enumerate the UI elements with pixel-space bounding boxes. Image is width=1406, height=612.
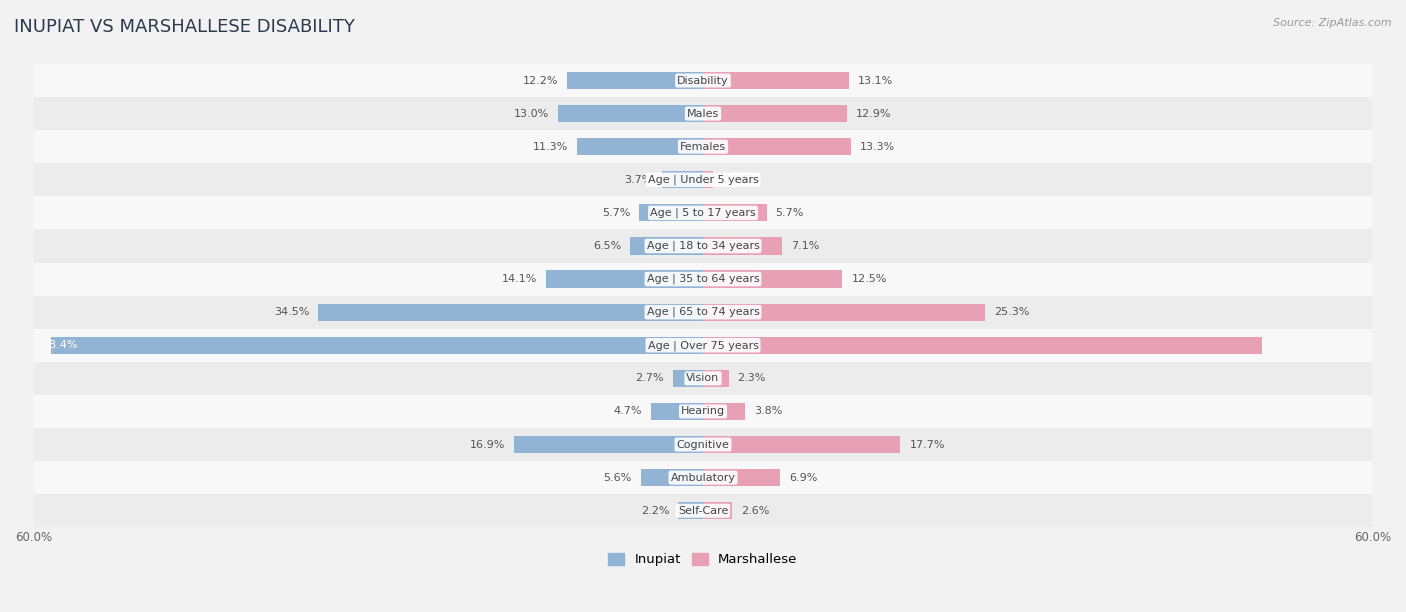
Text: 6.9%: 6.9% [789,472,817,483]
Bar [673,370,703,387]
Bar [34,196,1372,230]
Bar [703,469,780,487]
Bar [703,370,728,387]
Bar [703,138,852,155]
Bar [34,64,1372,97]
Bar [558,105,703,122]
Text: Age | 65 to 74 years: Age | 65 to 74 years [647,307,759,318]
Bar [546,271,703,288]
Bar [651,403,703,420]
Text: 4.7%: 4.7% [613,406,641,416]
Bar [703,204,766,222]
Text: Source: ZipAtlas.com: Source: ZipAtlas.com [1274,18,1392,28]
Bar [34,329,1372,362]
Bar [34,97,1372,130]
Text: 13.1%: 13.1% [858,75,893,86]
Bar [34,428,1372,461]
Bar [34,230,1372,263]
Text: 6.5%: 6.5% [593,241,621,251]
Text: 12.5%: 12.5% [852,274,887,284]
Bar [640,204,703,222]
Bar [52,337,703,354]
Text: 5.7%: 5.7% [602,208,630,218]
Bar [662,171,703,188]
Bar [703,72,849,89]
Bar [679,502,703,520]
Bar [703,105,846,122]
Text: 14.1%: 14.1% [502,274,537,284]
Text: 17.7%: 17.7% [910,439,945,450]
Text: Hearing: Hearing [681,406,725,416]
Bar [318,304,703,321]
Text: 25.3%: 25.3% [994,307,1029,317]
Text: 7.1%: 7.1% [792,241,820,251]
Text: 58.4%: 58.4% [42,340,77,350]
Text: Vision: Vision [686,373,720,383]
Bar [703,403,745,420]
Text: 2.3%: 2.3% [738,373,766,383]
Bar [34,494,1372,528]
Text: Females: Females [681,142,725,152]
Text: Age | Over 75 years: Age | Over 75 years [648,340,758,351]
Text: 12.2%: 12.2% [523,75,558,86]
Bar [34,395,1372,428]
Text: 2.6%: 2.6% [741,506,769,516]
Text: 5.6%: 5.6% [603,472,631,483]
Bar [703,237,782,255]
Bar [576,138,703,155]
Bar [703,502,733,520]
Bar [34,362,1372,395]
Text: INUPIAT VS MARSHALLESE DISABILITY: INUPIAT VS MARSHALLESE DISABILITY [14,18,354,36]
Text: 0.94%: 0.94% [723,175,758,185]
Text: 2.7%: 2.7% [636,373,664,383]
Text: 50.1%: 50.1% [1329,340,1364,350]
Text: Cognitive: Cognitive [676,439,730,450]
Text: 13.0%: 13.0% [513,108,548,119]
Bar [34,163,1372,196]
Bar [703,171,713,188]
Text: 11.3%: 11.3% [533,142,568,152]
Bar [34,263,1372,296]
Bar [703,304,986,321]
Text: Age | Under 5 years: Age | Under 5 years [648,174,758,185]
Bar [515,436,703,453]
Text: Age | 35 to 64 years: Age | 35 to 64 years [647,274,759,285]
Text: Males: Males [688,108,718,119]
Bar [703,337,1263,354]
Bar [641,469,703,487]
Text: 13.3%: 13.3% [860,142,896,152]
Text: Ambulatory: Ambulatory [671,472,735,483]
Bar [567,72,703,89]
Legend: Inupiat, Marshallese: Inupiat, Marshallese [603,548,803,572]
Text: Age | 5 to 17 years: Age | 5 to 17 years [650,207,756,218]
Text: 16.9%: 16.9% [470,439,506,450]
Text: 34.5%: 34.5% [274,307,309,317]
Text: Disability: Disability [678,75,728,86]
Text: 3.7%: 3.7% [624,175,652,185]
Bar [630,237,703,255]
Bar [34,461,1372,494]
Text: 12.9%: 12.9% [856,108,891,119]
Text: Self-Care: Self-Care [678,506,728,516]
Bar [34,296,1372,329]
Bar [703,436,900,453]
Text: 2.2%: 2.2% [641,506,669,516]
Bar [703,271,842,288]
Text: 5.7%: 5.7% [776,208,804,218]
Bar [34,130,1372,163]
Text: 3.8%: 3.8% [755,406,783,416]
Text: Age | 18 to 34 years: Age | 18 to 34 years [647,241,759,252]
